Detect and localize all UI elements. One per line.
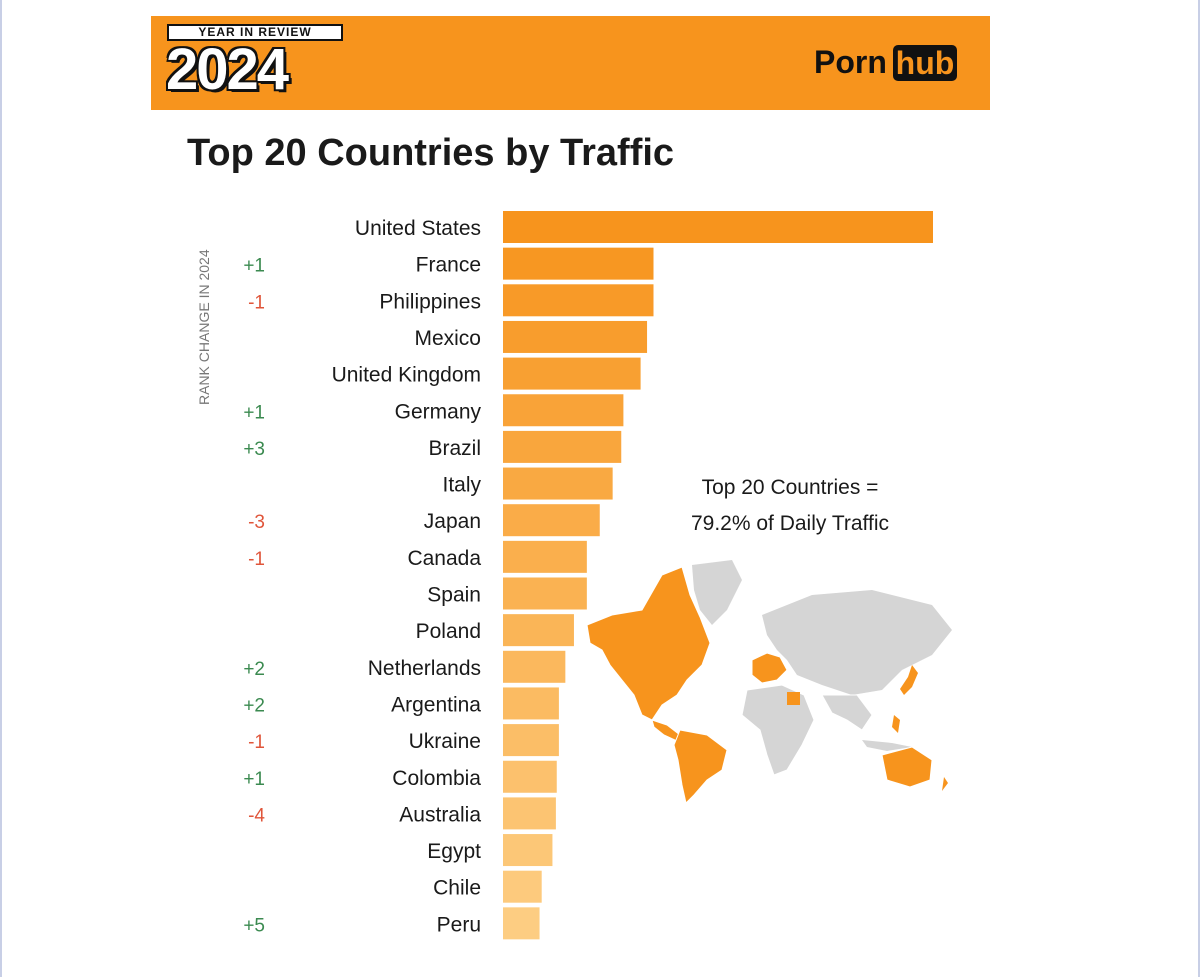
- bar-chile: [503, 870, 542, 903]
- map-south-america: [673, 729, 728, 804]
- rank-change-value: +1: [243, 402, 265, 423]
- bar-argentina: [503, 687, 559, 720]
- bar-colombia: [503, 760, 557, 793]
- rank-change-value: +3: [243, 439, 265, 460]
- rank-change-value: -1: [248, 549, 265, 570]
- map-eurasia: [762, 590, 952, 695]
- rank-change-value: -3: [248, 512, 265, 533]
- country-label: Poland: [416, 620, 481, 643]
- country-label: Mexico: [414, 327, 481, 350]
- country-label: Peru: [437, 913, 481, 936]
- country-label: United States: [355, 217, 481, 240]
- bar-brazil: [503, 430, 622, 463]
- rank-change-value: -4: [248, 805, 265, 826]
- summary-annotation: Top 20 Countries = 79.2% of Daily Traffi…: [650, 470, 930, 542]
- bar-netherlands: [503, 650, 566, 683]
- country-label: France: [416, 254, 481, 277]
- brand-logo-part1: Porn: [814, 44, 887, 80]
- country-label: Argentina: [391, 693, 481, 716]
- rank-change-value: +5: [243, 915, 265, 936]
- bar-peru: [503, 907, 540, 940]
- map-central-america: [651, 719, 681, 742]
- bar-united-kingdom: [503, 357, 641, 390]
- bar-mexico: [503, 320, 648, 353]
- map-europe: [751, 652, 788, 684]
- summary-line-1: Top 20 Countries =: [701, 476, 879, 499]
- chart-title: Top 20 Countries by Traffic: [187, 132, 675, 174]
- bar-france: [503, 247, 654, 280]
- map-indonesia: [862, 740, 912, 751]
- country-label: Canada: [407, 547, 481, 570]
- country-label: Japan: [424, 510, 481, 533]
- rank-change-value: -1: [248, 292, 265, 313]
- bar-japan: [503, 504, 600, 537]
- country-label: Spain: [427, 584, 481, 607]
- bar-australia: [503, 797, 556, 830]
- country-label: Ukraine: [409, 730, 481, 753]
- country-label: Netherlands: [368, 657, 481, 680]
- map-japan: [900, 665, 918, 695]
- rank-change-value: +2: [243, 659, 265, 680]
- bar-ukraine: [503, 724, 559, 757]
- world-map-illustration: [586, 560, 952, 804]
- page-left-border: [0, 0, 2, 977]
- brand-logo-part2: hub: [893, 45, 957, 81]
- year-in-review-label: YEAR IN REVIEW: [167, 24, 343, 41]
- country-label: Italy: [442, 474, 481, 497]
- country-label: Chile: [433, 877, 481, 900]
- country-label: Philippines: [379, 290, 481, 313]
- map-australia: [881, 746, 933, 788]
- map-philippines: [892, 715, 900, 733]
- bar-poland: [503, 614, 574, 647]
- country-label: Egypt: [427, 840, 481, 863]
- map-africa: [741, 684, 815, 776]
- bar-united-states: [503, 211, 933, 243]
- country-label: United Kingdom: [332, 364, 481, 387]
- map-new-zealand: [942, 777, 948, 791]
- rank-change-value: +1: [243, 256, 265, 277]
- country-label: Colombia: [392, 767, 481, 790]
- year-number: 2024: [166, 37, 289, 102]
- map-north-america: [586, 566, 711, 721]
- country-label: Brazil: [428, 437, 481, 460]
- bar-spain: [503, 577, 587, 610]
- bar-italy: [503, 467, 613, 500]
- rank-change-value: -1: [248, 732, 265, 753]
- bar-egypt: [503, 834, 553, 867]
- page-right-border: [1198, 0, 1200, 977]
- bar-philippines: [503, 284, 654, 317]
- map-egypt: [787, 692, 800, 705]
- bar-canada: [503, 540, 587, 573]
- rank-change-value: +2: [243, 695, 265, 716]
- bar-germany: [503, 394, 624, 427]
- map-south-asia: [821, 694, 873, 731]
- rank-change-value: +1: [243, 769, 265, 790]
- summary-line-2: 79.2% of Daily Traffic: [690, 512, 890, 535]
- country-label: Germany: [395, 400, 482, 423]
- map-greenland: [692, 560, 742, 625]
- country-label: Australia: [399, 803, 481, 826]
